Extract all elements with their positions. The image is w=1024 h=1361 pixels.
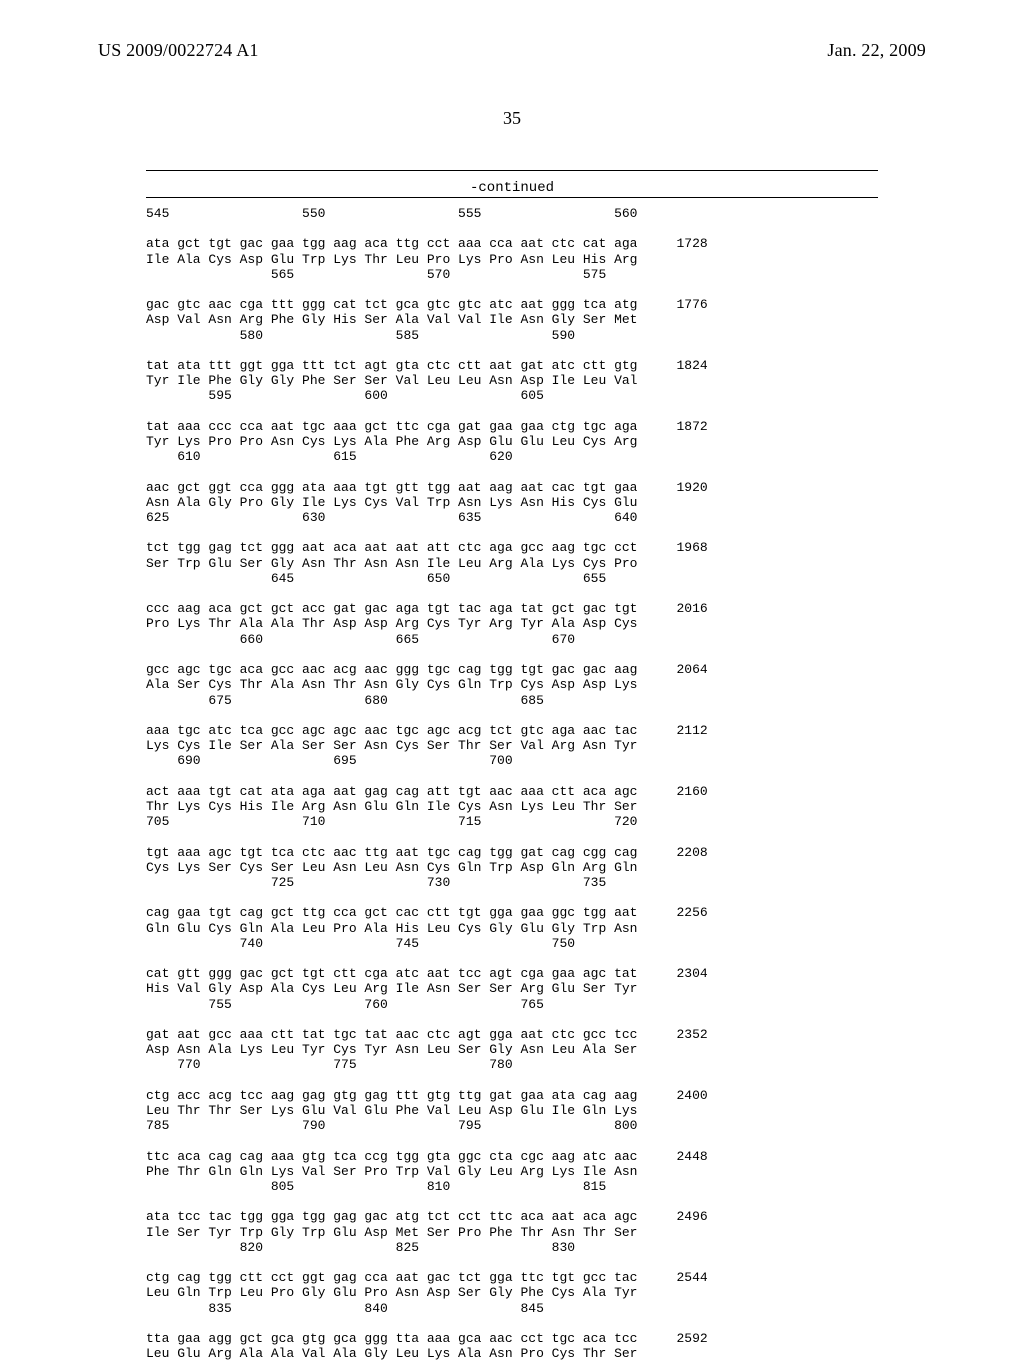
page-number: 35 [0,108,1024,129]
header-publication-number: US 2009/0022724 A1 [98,40,259,61]
sequence-listing: 545 550 555 560 ata gct tgt gac gaa tgg … [146,206,878,1361]
divider-top [146,170,878,171]
header-date: Jan. 22, 2009 [827,40,926,61]
continued-label: -continued [0,180,1024,196]
divider-bottom [146,197,878,198]
